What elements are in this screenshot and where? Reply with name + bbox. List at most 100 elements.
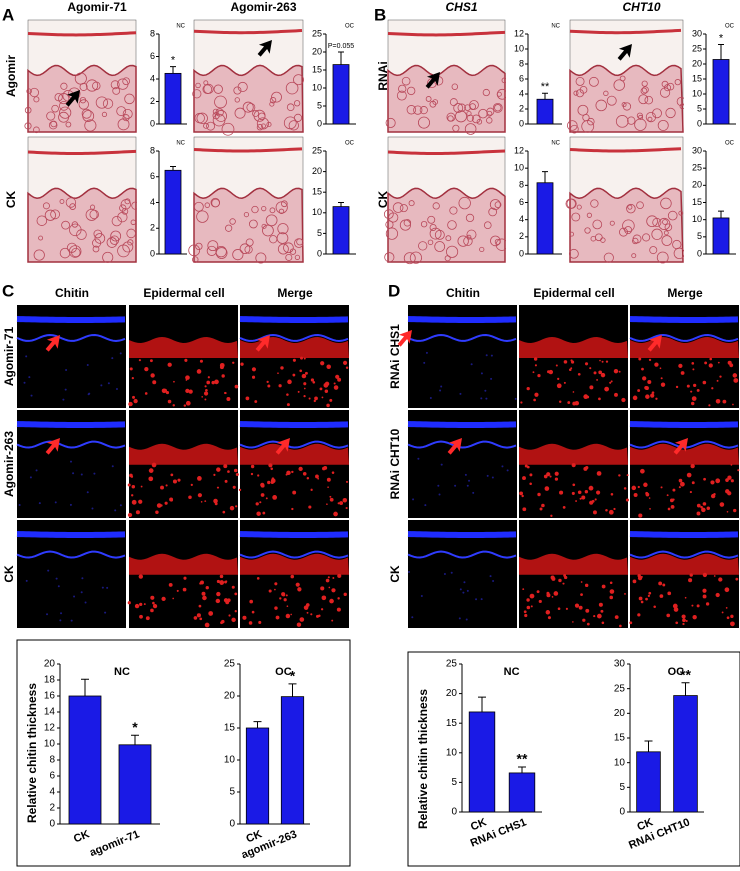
cell-texture	[434, 229, 445, 240]
cell-nucleus	[678, 363, 683, 369]
tissue	[27, 187, 137, 263]
cell-nucleus	[268, 589, 272, 593]
cell-nucleus	[188, 389, 193, 394]
error-bar	[253, 721, 262, 728]
cell-texture	[59, 199, 65, 204]
cell-texture	[638, 94, 649, 105]
cell-nucleus	[685, 620, 688, 622]
cell-nucleus	[638, 596, 643, 601]
cell-texture	[127, 239, 134, 246]
cell-nucleus	[519, 491, 524, 496]
chart-area	[506, 20, 566, 132]
cell-nucleus	[312, 380, 316, 384]
cell-nucleus	[543, 474, 548, 479]
cell-texture	[641, 80, 648, 87]
cell-texture	[627, 116, 636, 125]
chitin-inner	[239, 440, 349, 449]
cell-nucleus	[301, 373, 307, 379]
cell-nucleus	[327, 576, 330, 579]
cell-nucleus	[706, 506, 711, 511]
cell-nucleus	[538, 599, 542, 604]
cell-nucleus	[689, 490, 692, 494]
y-tick-label: 25	[312, 145, 322, 155]
cell-nucleus	[245, 396, 250, 401]
cell-texture	[81, 108, 92, 119]
cell-texture	[383, 209, 394, 220]
cell-nucleus	[696, 503, 701, 508]
faint-signal	[60, 612, 63, 615]
x-tick-label: CK	[469, 816, 488, 833]
cell-texture	[399, 204, 408, 213]
cell-nucleus	[324, 389, 329, 394]
cell-nucleus	[323, 382, 329, 388]
chitin-inner	[407, 550, 517, 559]
cell-nucleus	[303, 357, 306, 360]
cell-texture	[253, 109, 266, 122]
cell-texture	[634, 118, 647, 131]
cell-nucleus	[574, 603, 580, 608]
cell-nucleus	[342, 360, 348, 365]
cell-nucleus	[280, 366, 284, 370]
cell-texture	[464, 104, 471, 111]
tissue	[569, 187, 684, 263]
cell-nucleus	[585, 608, 590, 613]
cell-nucleus	[333, 511, 338, 517]
cuticle	[27, 149, 137, 155]
cell-nucleus	[563, 574, 567, 577]
cell-nucleus	[257, 474, 260, 477]
cell-texture	[392, 202, 404, 213]
cell-texture	[453, 103, 464, 113]
cell-texture	[632, 234, 642, 244]
cell-texture	[445, 235, 452, 242]
cell-nucleus	[213, 498, 218, 504]
faint-signal	[65, 369, 68, 372]
cell-texture	[36, 215, 48, 226]
error-bar	[338, 202, 344, 207]
cell-nucleus	[199, 359, 203, 363]
cell-nucleus	[200, 580, 204, 585]
cell-texture	[33, 126, 40, 134]
faint-signal	[438, 493, 441, 496]
cell-nucleus	[650, 393, 655, 398]
cell-nucleus	[315, 474, 319, 479]
cell-nucleus	[172, 479, 177, 484]
faint-signal	[506, 469, 509, 472]
cell-nucleus	[213, 473, 216, 476]
cell-nucleus	[727, 491, 732, 496]
cell-nucleus	[332, 577, 335, 579]
cell-texture	[478, 108, 488, 119]
cell-texture	[296, 238, 304, 246]
y-axis-label: Relative chitin thickness	[25, 683, 39, 823]
cell-nucleus	[589, 367, 592, 370]
cell-texture	[672, 239, 682, 250]
chitin-inner	[407, 440, 517, 449]
cell-texture	[94, 233, 106, 244]
y-tick-label: 20	[224, 691, 236, 702]
faint-signal	[463, 581, 466, 584]
column-header: Epidermal cell	[533, 286, 614, 300]
cell-texture	[486, 117, 493, 124]
cell-texture	[576, 204, 582, 210]
cell-nucleus	[139, 614, 143, 619]
cell-nucleus	[310, 488, 313, 491]
cell-nucleus	[286, 393, 289, 396]
cell-texture	[575, 76, 585, 86]
cell-nucleus	[207, 376, 210, 379]
epidermis	[129, 337, 238, 359]
cell-texture	[212, 113, 226, 127]
cell-nucleus	[675, 385, 679, 389]
faint-signal	[480, 372, 483, 375]
cell-nucleus	[139, 602, 143, 607]
cell-nucleus	[702, 572, 708, 578]
cell-nucleus	[325, 578, 330, 583]
cell-texture	[619, 227, 628, 237]
cell-nucleus	[254, 400, 258, 403]
cell-nucleus	[704, 361, 708, 365]
cell-texture	[237, 81, 248, 93]
cell-nucleus	[585, 466, 589, 470]
cell-texture	[59, 247, 71, 259]
faint-signal	[93, 472, 96, 475]
row-label: CK	[4, 191, 18, 209]
cell-nucleus	[593, 371, 597, 375]
faint-signal	[64, 388, 67, 391]
